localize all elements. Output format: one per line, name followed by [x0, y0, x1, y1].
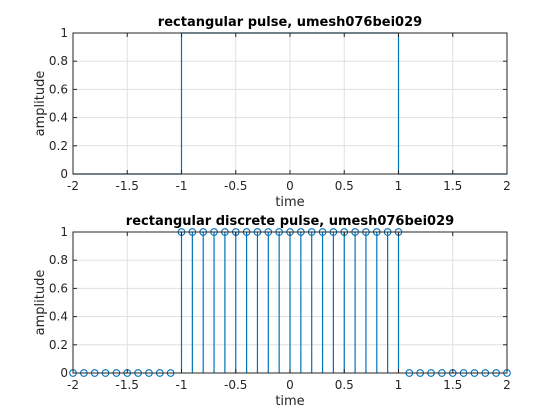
y-tick-label: 1	[60, 225, 68, 239]
x-axis-label: time	[275, 394, 304, 409]
y-tick-label: 1	[60, 26, 68, 40]
x-tick-label: -1	[176, 378, 188, 392]
discrete-pulse-chart: -2 -1.5 -1 -0.5 0 0.5 1 1.5 2 0 0.2 0.4 0.6 0.8 1 recta…	[33, 214, 511, 409]
y-tick-label: 0.6	[49, 82, 68, 96]
x-axis-label: time	[275, 195, 304, 210]
y-tick-label: 0.2	[49, 338, 68, 352]
y-tick-label: 0	[60, 366, 68, 380]
y-tick-label: 0.4	[49, 310, 68, 324]
y-tick-label: 0.2	[49, 139, 68, 153]
x-tick-label: 1.5	[443, 378, 462, 392]
y-tick-label: 0.8	[49, 253, 68, 267]
x-tick-label: 1.5	[443, 179, 462, 193]
x-tick-label: 2	[503, 378, 511, 392]
y-tick-label: 0	[60, 167, 68, 181]
chart-title: rectangular pulse, umesh076bei029	[158, 15, 422, 30]
continuous-pulse-chart: -2 -1.5 -1 -0.5 0 0.5 1 1.5 2 0 0.2 0.4 0.6 0.8 1 recta…	[33, 15, 511, 210]
x-tick-label: 0	[286, 179, 294, 193]
x-tick-label: 0.5	[335, 378, 354, 392]
y-tick-label: 0.6	[49, 281, 68, 295]
x-tick-label: -1.5	[116, 378, 139, 392]
x-tick-label: -1	[176, 179, 188, 193]
x-tick-label: -0.5	[224, 179, 247, 193]
y-tick-label: 0.4	[49, 111, 68, 125]
x-tick-label: 1	[395, 179, 403, 193]
chart-title: rectangular discrete pulse, umesh076bei0…	[126, 214, 454, 229]
x-tick-label: 1	[395, 378, 403, 392]
x-tick-label: 0.5	[335, 179, 354, 193]
x-tick-label: -2	[67, 179, 79, 193]
y-tick-label: 0.8	[49, 54, 68, 68]
x-tick-label: 2	[503, 179, 511, 193]
y-axis-label: amplitude	[33, 71, 48, 137]
x-tick-label: 0	[286, 378, 294, 392]
x-tick-label: -1.5	[116, 179, 139, 193]
x-tick-label: -0.5	[224, 378, 247, 392]
x-tick-label: -2	[67, 378, 79, 392]
y-axis-label: amplitude	[33, 270, 48, 336]
